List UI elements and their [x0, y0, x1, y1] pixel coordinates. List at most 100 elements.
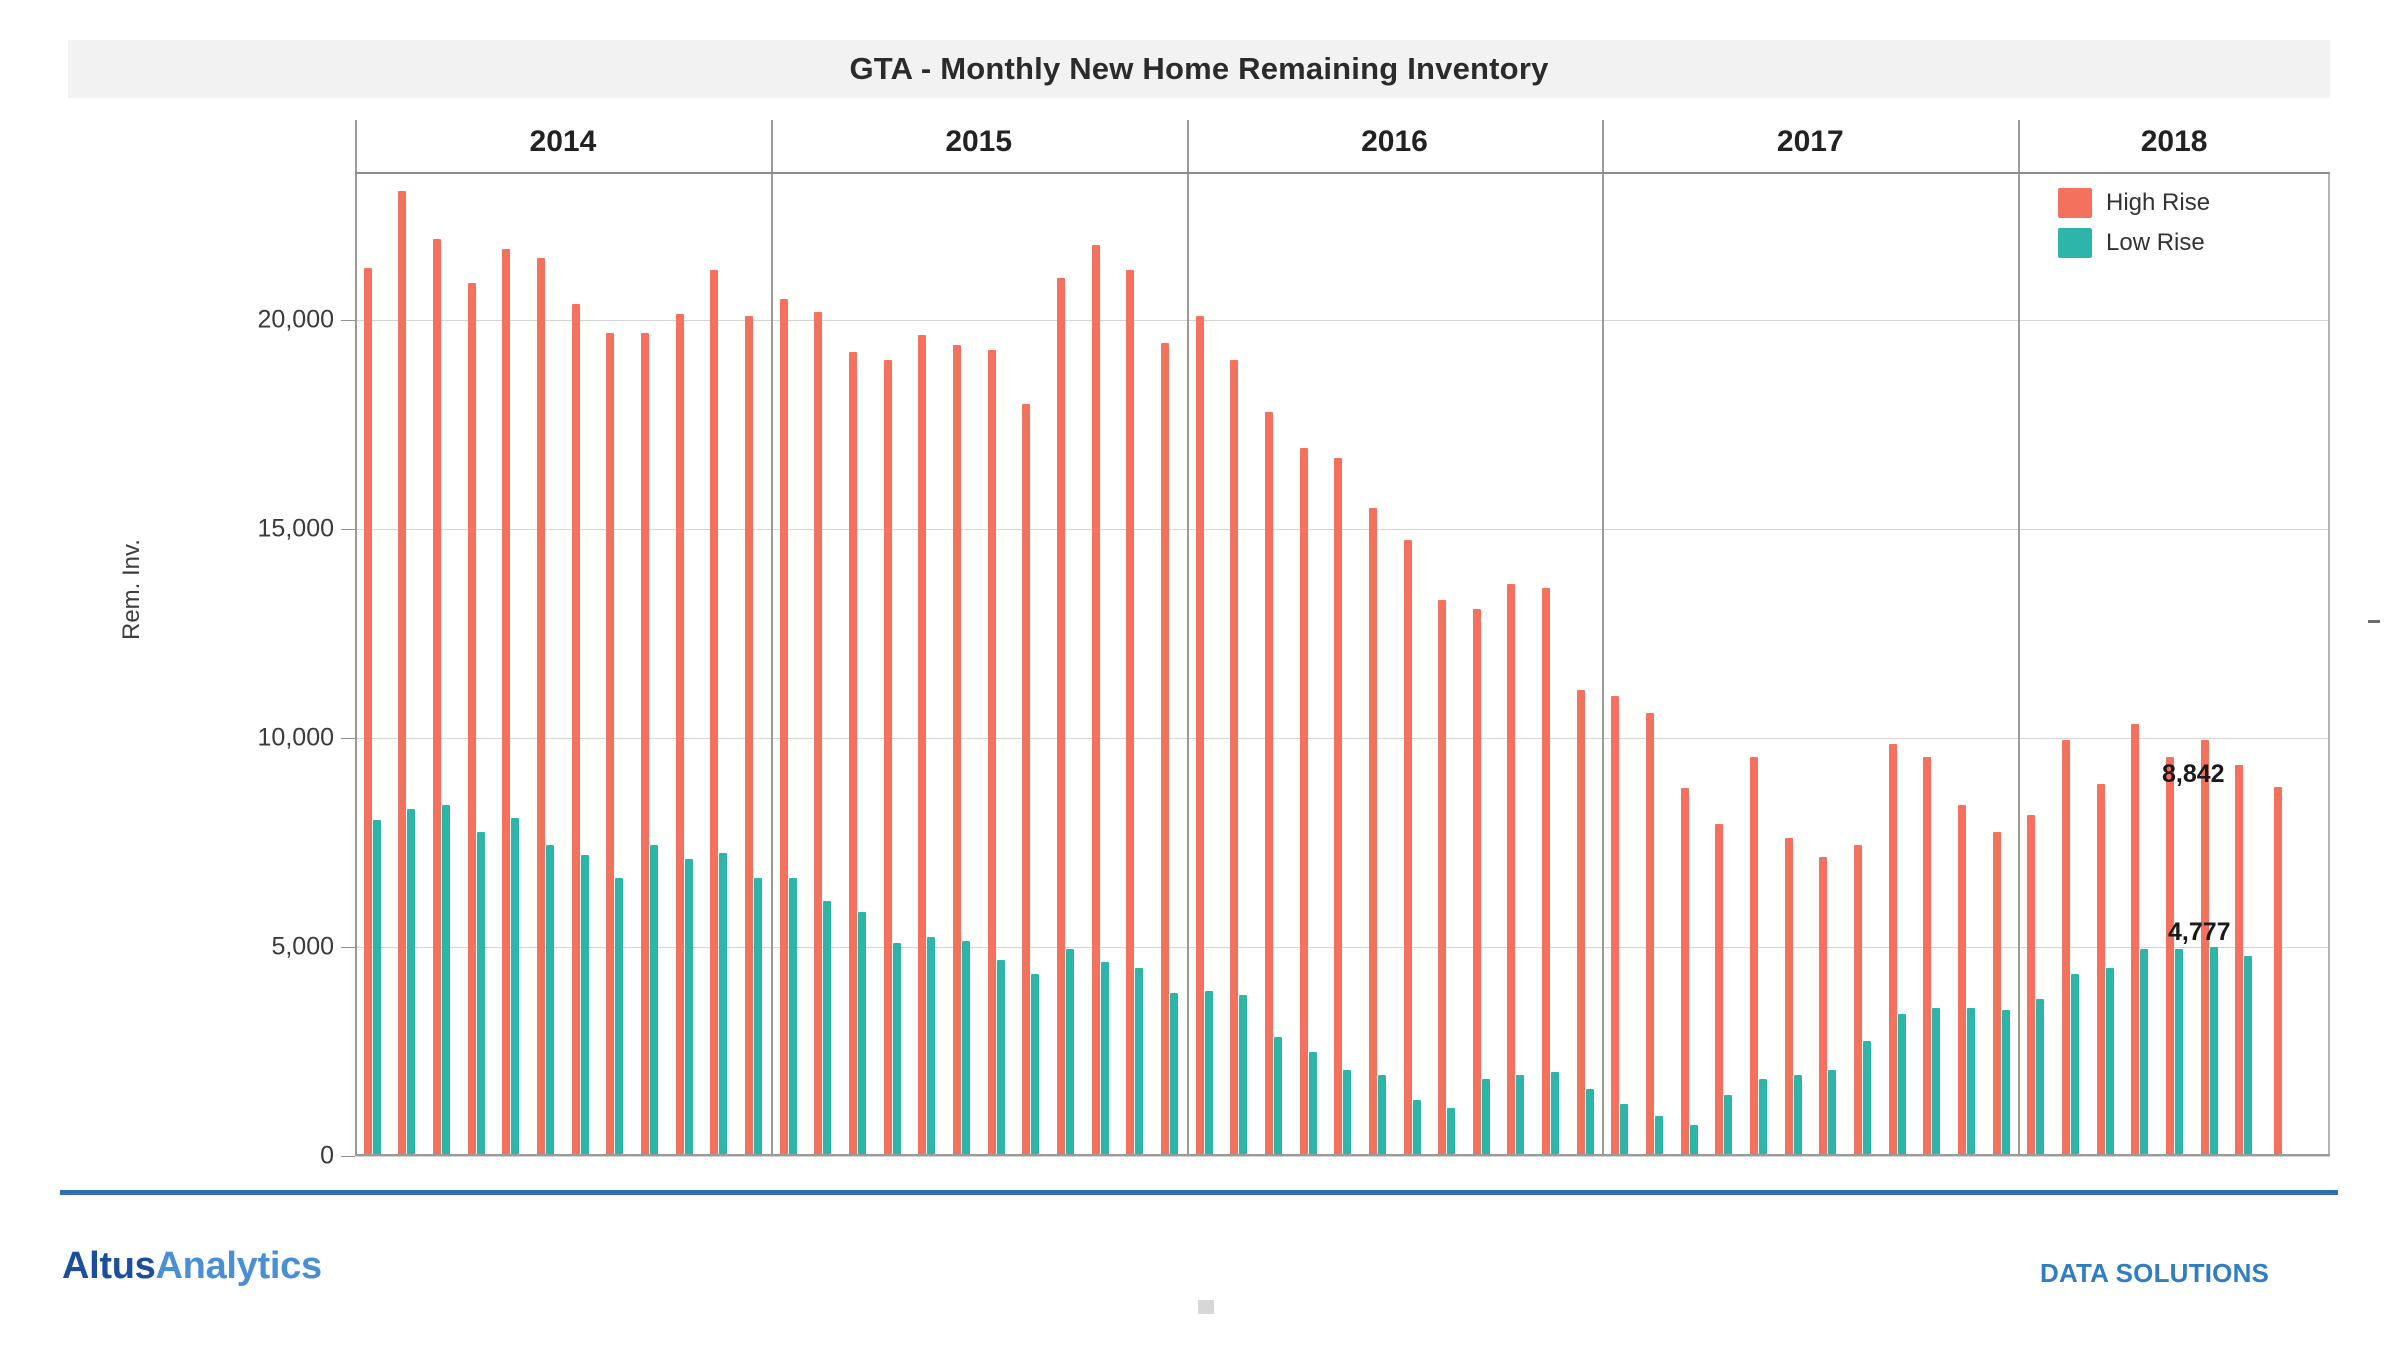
- bar-low-rise[interactable]: [407, 809, 416, 1156]
- bar-high-rise[interactable]: [1784, 838, 1793, 1156]
- bar-high-rise[interactable]: [1022, 403, 1031, 1156]
- bar-low-rise[interactable]: [1689, 1124, 1698, 1156]
- bar-group[interactable]: [1845, 174, 1880, 1156]
- bar-group[interactable]: [424, 174, 459, 1156]
- bar-low-rise[interactable]: [1031, 974, 1040, 1156]
- bar-group[interactable]: [1776, 174, 1811, 1156]
- bar-low-rise[interactable]: [1412, 1099, 1421, 1156]
- bar-low-rise[interactable]: [1620, 1103, 1629, 1156]
- bar-low-rise[interactable]: [1793, 1074, 1802, 1156]
- bar-low-rise[interactable]: [1655, 1116, 1664, 1156]
- legend-item[interactable]: Low Rise: [2058, 228, 2210, 258]
- bar-group[interactable]: [598, 174, 633, 1156]
- bar-group[interactable]: [459, 174, 494, 1156]
- bar-group[interactable]: [1221, 174, 1256, 1156]
- bar-high-rise[interactable]: [1126, 270, 1135, 1156]
- bar-low-rise[interactable]: [1343, 1070, 1352, 1156]
- bar-high-rise[interactable]: [1992, 832, 2001, 1156]
- bar-group[interactable]: [736, 174, 771, 1156]
- bar-high-rise[interactable]: [1542, 587, 1551, 1156]
- bar-low-rise[interactable]: [1585, 1089, 1594, 1156]
- bar-low-rise[interactable]: [1273, 1036, 1282, 1156]
- bar-group[interactable]: [1256, 174, 1291, 1156]
- bar-high-rise[interactable]: [363, 268, 372, 1156]
- bar-low-rise[interactable]: [1447, 1107, 1456, 1156]
- bar-low-rise[interactable]: [892, 942, 901, 1156]
- bar-low-rise[interactable]: [615, 878, 624, 1156]
- bar-low-rise[interactable]: [927, 936, 936, 1156]
- bar-high-rise[interactable]: [1646, 713, 1655, 1156]
- bar-group[interactable]: [667, 174, 702, 1156]
- bar-high-rise[interactable]: [1750, 756, 1759, 1156]
- bar-high-rise[interactable]: [1715, 823, 1724, 1156]
- bar-group[interactable]: [1048, 174, 1083, 1156]
- bar-high-rise[interactable]: [1438, 600, 1447, 1156]
- bar-group[interactable]: [840, 174, 875, 1156]
- bar-group[interactable]: [1880, 174, 1915, 1156]
- bar-group[interactable]: [1533, 174, 1568, 1156]
- bar-low-rise[interactable]: [858, 911, 867, 1156]
- bar-low-rise[interactable]: [1828, 1070, 1837, 1156]
- bar-group[interactable]: [1360, 174, 1395, 1156]
- bar-low-rise[interactable]: [754, 878, 763, 1156]
- bar-group[interactable]: [1083, 174, 1118, 1156]
- bar-low-rise[interactable]: [684, 859, 693, 1156]
- bar-high-rise[interactable]: [883, 359, 892, 1156]
- bar-group[interactable]: [1152, 174, 1187, 1156]
- bar-low-rise[interactable]: [511, 817, 520, 1156]
- bar-high-rise[interactable]: [502, 249, 511, 1156]
- bar-high-rise[interactable]: [1854, 844, 1863, 1156]
- bar-high-rise[interactable]: [641, 332, 650, 1156]
- bar-high-rise[interactable]: [1091, 245, 1100, 1156]
- bar-low-rise[interactable]: [650, 844, 659, 1156]
- bar-low-rise[interactable]: [546, 844, 555, 1156]
- bar-low-rise[interactable]: [788, 878, 797, 1156]
- bar-high-rise[interactable]: [849, 351, 858, 1156]
- bar-low-rise[interactable]: [1308, 1051, 1317, 1156]
- bar-low-rise[interactable]: [1759, 1078, 1768, 1156]
- bar-group[interactable]: [1499, 174, 1534, 1156]
- bar-low-rise[interactable]: [823, 901, 832, 1156]
- bar-high-rise[interactable]: [1472, 608, 1481, 1156]
- bar-group[interactable]: [910, 174, 945, 1156]
- bar-group[interactable]: [875, 174, 910, 1156]
- bar-group[interactable]: [2261, 174, 2296, 1156]
- bar-group[interactable]: [390, 174, 425, 1156]
- bar-low-rise[interactable]: [2105, 967, 2114, 1156]
- bar-low-rise[interactable]: [2140, 949, 2149, 1156]
- bar-low-rise[interactable]: [2070, 974, 2079, 1156]
- bar-low-rise[interactable]: [1932, 1007, 1941, 1156]
- bar-low-rise[interactable]: [1377, 1074, 1386, 1156]
- bar-high-rise[interactable]: [987, 349, 996, 1156]
- bar-low-rise[interactable]: [1516, 1074, 1525, 1156]
- bar-group[interactable]: [494, 174, 529, 1156]
- bar-low-rise[interactable]: [1863, 1041, 1872, 1156]
- bar-group[interactable]: [1117, 174, 1152, 1156]
- bar-low-rise[interactable]: [1100, 961, 1109, 1156]
- bar-group[interactable]: [2088, 174, 2123, 1156]
- bar-high-rise[interactable]: [433, 238, 442, 1156]
- bar-high-rise[interactable]: [745, 316, 754, 1156]
- legend-item[interactable]: High Rise: [2058, 188, 2210, 218]
- bar-low-rise[interactable]: [2174, 949, 2183, 1156]
- bar-high-rise[interactable]: [2235, 765, 2244, 1156]
- bar-high-rise[interactable]: [2274, 786, 2283, 1156]
- bar-high-rise[interactable]: [1056, 278, 1065, 1156]
- bar-group[interactable]: [2019, 174, 2054, 1156]
- bar-high-rise[interactable]: [1160, 343, 1169, 1156]
- bar-high-rise[interactable]: [2096, 784, 2105, 1156]
- bar-group[interactable]: [1672, 174, 1707, 1156]
- bar-group[interactable]: [1707, 174, 1742, 1156]
- bar-high-rise[interactable]: [467, 282, 476, 1156]
- bar-group[interactable]: [2053, 174, 2088, 1156]
- bar-high-rise[interactable]: [2061, 740, 2070, 1156]
- bar-high-rise[interactable]: [1958, 805, 1967, 1156]
- bar-high-rise[interactable]: [571, 303, 580, 1156]
- bar-group[interactable]: [702, 174, 737, 1156]
- bar-group[interactable]: [1568, 174, 1603, 1156]
- bar-low-rise[interactable]: [1135, 967, 1144, 1156]
- bar-high-rise[interactable]: [2027, 815, 2036, 1156]
- bar-low-rise[interactable]: [1967, 1007, 1976, 1156]
- bar-high-rise[interactable]: [398, 190, 407, 1156]
- bar-high-rise[interactable]: [606, 332, 615, 1156]
